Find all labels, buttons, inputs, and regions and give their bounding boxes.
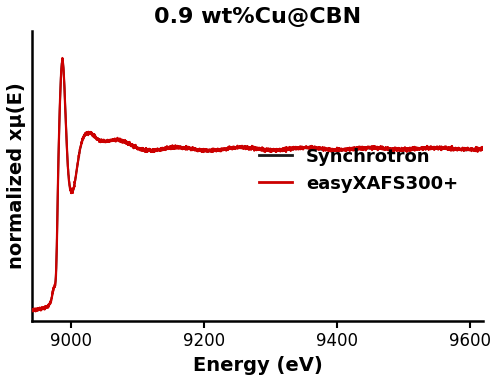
X-axis label: Energy (eV): Energy (eV) [192,356,322,375]
Legend: Synchrotron, easyXAFS300+: Synchrotron, easyXAFS300+ [252,141,466,200]
Title: 0.9 wt%Cu@CBN: 0.9 wt%Cu@CBN [154,7,361,27]
Y-axis label: normalized xμ(E): normalized xμ(E) [7,83,26,269]
